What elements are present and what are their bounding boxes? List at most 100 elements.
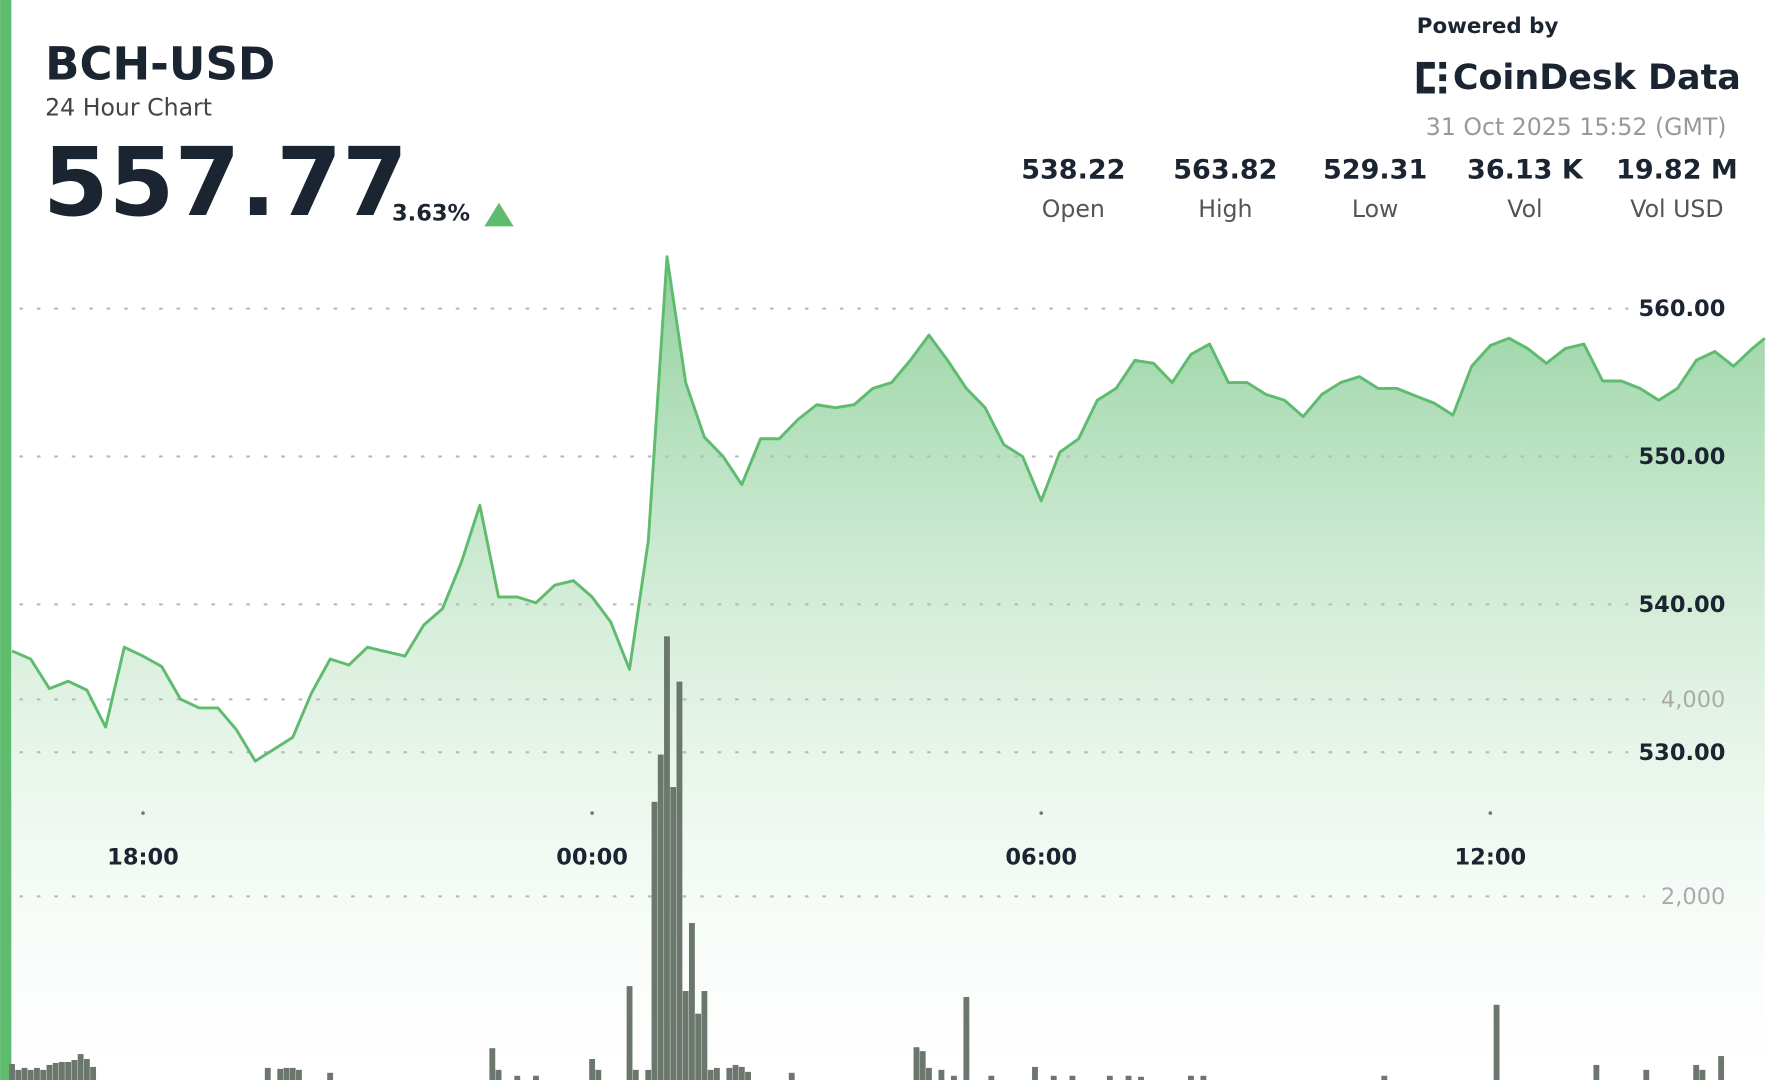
stats: 538.22 Open 563.82 High 529.31 Low 36.13 K Vol 1…: [1021, 155, 1738, 223]
volume-bar: [595, 1069, 602, 1080]
volume-bar: [1493, 1004, 1500, 1080]
volume-bar: [514, 1075, 521, 1080]
volume-bar: [589, 1059, 596, 1080]
x-tick: [141, 811, 145, 815]
volume-bar: [52, 1062, 59, 1080]
volume-bar: [707, 1069, 714, 1080]
volume-bar: [289, 1067, 296, 1080]
volume-bar: [657, 754, 664, 1080]
volume-bar: [1200, 1075, 1207, 1080]
stat-value: 538.22: [1021, 155, 1125, 186]
stat-label: Open: [1042, 195, 1105, 223]
volume-bar: [40, 1069, 47, 1080]
volume-bar: [632, 1069, 639, 1080]
volume-bar: [1643, 1069, 1650, 1080]
volume-bar: [950, 1075, 957, 1080]
volume-bar: [732, 1064, 739, 1080]
up-arrow: [484, 202, 514, 227]
volume-bar: [938, 1069, 945, 1080]
volume-bar: [9, 1063, 15, 1080]
volume-bar: [327, 1072, 334, 1080]
volume-bar: [27, 1069, 34, 1080]
volume-bar: [670, 787, 677, 1080]
y-tick-label: 550.00: [1638, 444, 1725, 470]
stat-value: 529.31: [1323, 155, 1427, 186]
volume-bar: [65, 1061, 72, 1080]
x-tick-label: 00:00: [556, 845, 628, 871]
volume-bar: [1106, 1075, 1113, 1080]
volume-bar: [296, 1069, 302, 1080]
x-tick-label: 06:00: [1005, 845, 1077, 871]
volume-bar: [1718, 1056, 1725, 1080]
volume-bar: [283, 1067, 290, 1080]
brand: CoinDesk Data: [1453, 58, 1741, 98]
volume-bar: [745, 1071, 751, 1080]
price-area: [12, 256, 1765, 1080]
stat-label: Vol: [1507, 195, 1542, 223]
y2-tick-label: 2,000: [1661, 884, 1725, 910]
volume-bar: [90, 1066, 97, 1080]
stat-value: 19.82 M: [1616, 155, 1738, 186]
volume-bar: [701, 991, 708, 1080]
volume-bar: [695, 1013, 702, 1080]
volume-bar: [682, 991, 689, 1080]
stat-label: High: [1198, 195, 1252, 223]
y2-tick-label: 4,000: [1661, 687, 1725, 713]
volume-bar: [71, 1060, 78, 1080]
timestamp: 31 Oct 2025 15:52 (GMT): [1426, 113, 1727, 141]
volume-bar: [1693, 1064, 1700, 1080]
logo-icon: [1416, 61, 1447, 94]
volume-bar: [963, 996, 970, 1080]
stat-label: Vol USD: [1630, 195, 1723, 223]
x-tick: [1039, 811, 1044, 815]
volume-bar: [1188, 1075, 1194, 1080]
stat-value: 563.82: [1173, 155, 1277, 186]
price-line: [11, 255, 1766, 763]
stat-label: Low: [1352, 195, 1399, 223]
volume-bar: [664, 636, 670, 1080]
volume-bar: [21, 1067, 28, 1080]
y-tick-label: 560.00: [1638, 296, 1725, 322]
volume-bar: [77, 1054, 84, 1080]
volume-bar: [83, 1059, 90, 1080]
volume-bar: [489, 1048, 496, 1080]
volume-bar: [651, 801, 658, 1080]
accent-bar: [0, 0, 12, 1080]
volume-bar: [1138, 1076, 1144, 1080]
volume-bar: [46, 1064, 53, 1080]
subtitle: 24 Hour Chart: [45, 94, 212, 122]
volume-bar: [676, 681, 683, 1080]
title: BCH-USD: [45, 38, 275, 91]
x-tick: [1488, 811, 1493, 815]
volume-bar: [1593, 1064, 1600, 1080]
volume-bar: [788, 1072, 795, 1080]
volume-bar: [264, 1067, 271, 1080]
volume-bar: [926, 1067, 932, 1080]
price: 557.77: [43, 128, 408, 238]
volume-bar: [688, 923, 695, 1080]
plot: 530.00 540.00 550.00 560.00 2,000 4,000 18:00 0…: [9, 255, 1766, 1080]
x-tick-label: 12:00: [1455, 845, 1527, 871]
stat-value: 36.13 K: [1467, 155, 1584, 186]
volume-bar: [919, 1051, 926, 1080]
x-tick: [590, 811, 594, 815]
volume-bar: [15, 1069, 22, 1080]
y-tick-label: 530.00: [1638, 740, 1725, 766]
volume-bar: [713, 1067, 720, 1080]
volume-bar: [495, 1069, 502, 1080]
x-tick-label: 18:00: [107, 845, 179, 871]
volume-bar: [1699, 1069, 1706, 1080]
volume-bar: [1050, 1075, 1057, 1080]
volume-bar: [626, 986, 633, 1080]
volume-bar: [1032, 1066, 1038, 1080]
volume-bar: [645, 1069, 652, 1080]
volume-bar: [1069, 1075, 1076, 1080]
y-tick-label: 540.00: [1638, 592, 1725, 618]
volume-bar: [726, 1067, 733, 1080]
volume-bar: [277, 1068, 284, 1080]
volume-bar: [58, 1061, 65, 1080]
change: 3.63%: [392, 200, 470, 226]
volume-bar: [1381, 1075, 1388, 1080]
